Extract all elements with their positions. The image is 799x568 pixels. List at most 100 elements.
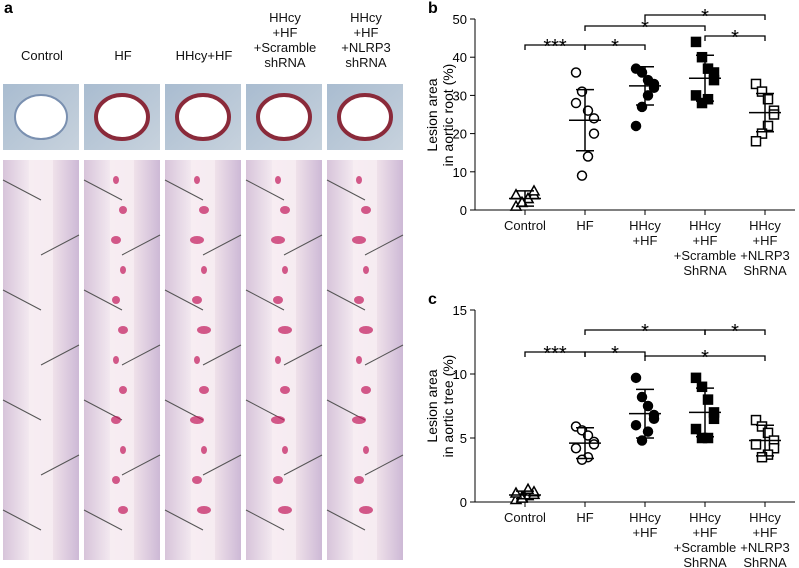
data-point bbox=[576, 170, 588, 181]
significance-bracket bbox=[584, 44, 646, 50]
data-point bbox=[690, 372, 702, 384]
needle bbox=[326, 289, 366, 311]
data-point bbox=[630, 372, 642, 384]
data-point bbox=[630, 120, 642, 132]
lesion bbox=[112, 476, 120, 484]
aortic-root bbox=[256, 93, 312, 141]
lesion bbox=[201, 266, 207, 274]
significance-label: * bbox=[731, 321, 739, 343]
lesion bbox=[359, 506, 373, 514]
data-point bbox=[762, 120, 774, 132]
lesion bbox=[352, 236, 366, 244]
needle bbox=[164, 179, 204, 201]
needle bbox=[283, 234, 323, 256]
needle bbox=[364, 234, 404, 256]
significance-label: * bbox=[641, 17, 649, 39]
significance-label: * bbox=[611, 36, 619, 58]
lesion bbox=[354, 296, 364, 304]
data-point bbox=[756, 451, 768, 463]
significance-bracket bbox=[644, 355, 766, 361]
lesion bbox=[282, 446, 288, 454]
lesion bbox=[113, 356, 119, 364]
x-tick-label: HF bbox=[576, 218, 594, 233]
y-tick-label: 0 bbox=[460, 495, 467, 510]
lesion bbox=[113, 176, 119, 184]
y-tick-label: 5 bbox=[460, 431, 467, 446]
needle bbox=[121, 234, 161, 256]
lesion bbox=[120, 446, 126, 454]
needle bbox=[40, 234, 80, 256]
aortic-root bbox=[337, 93, 393, 141]
needle bbox=[2, 289, 42, 311]
aortic-root bbox=[14, 94, 68, 140]
lesion bbox=[120, 266, 126, 274]
column-label: HHcy +HF +NLRP3 shRNA bbox=[341, 10, 391, 70]
lesion bbox=[278, 506, 292, 514]
lesion bbox=[273, 296, 283, 304]
data-point bbox=[696, 381, 708, 393]
needle bbox=[283, 454, 323, 476]
needle bbox=[326, 179, 366, 201]
x-tick-label: Control bbox=[504, 218, 546, 233]
lesion bbox=[118, 326, 128, 334]
photo-panels bbox=[2, 84, 404, 560]
needle bbox=[2, 399, 42, 421]
needle bbox=[83, 179, 123, 201]
lesion bbox=[119, 386, 127, 394]
needle bbox=[121, 344, 161, 366]
data-point bbox=[702, 394, 714, 405]
data-point bbox=[750, 78, 762, 90]
aortic-root bbox=[175, 93, 231, 141]
needle bbox=[2, 509, 42, 531]
data-point bbox=[648, 413, 660, 425]
x-tick-label: HHcy +HF bbox=[629, 510, 661, 540]
x-tick-label: HHcy +HF +Scramble ShRNA bbox=[673, 218, 737, 278]
significance-label: *** bbox=[543, 36, 567, 58]
lesion bbox=[192, 476, 202, 484]
significance-bracket bbox=[584, 25, 706, 31]
lesion bbox=[197, 506, 211, 514]
data-point bbox=[768, 109, 780, 120]
needle bbox=[245, 179, 285, 201]
needle bbox=[40, 454, 80, 476]
lesion bbox=[111, 236, 121, 244]
needle bbox=[40, 344, 80, 366]
data-point bbox=[762, 93, 774, 105]
lesion bbox=[356, 176, 362, 184]
data-point bbox=[762, 427, 774, 439]
column-label: HF bbox=[114, 48, 132, 63]
y-tick-label: 0 bbox=[460, 203, 467, 218]
lesion bbox=[359, 326, 373, 334]
lesion bbox=[278, 326, 292, 334]
data-point bbox=[690, 90, 702, 101]
lesion bbox=[273, 476, 283, 484]
x-tick-label: HF bbox=[576, 510, 594, 525]
needle bbox=[364, 454, 404, 476]
aortic-root bbox=[94, 93, 150, 141]
lesion bbox=[271, 416, 285, 424]
lesion bbox=[119, 206, 127, 214]
data-point bbox=[582, 151, 594, 162]
column-label: HHcy+HF bbox=[175, 48, 233, 63]
lesion bbox=[363, 266, 369, 274]
lesion bbox=[282, 266, 288, 274]
data-point bbox=[750, 135, 762, 147]
y-axis-label: Lesion area in aortic tree (%) bbox=[424, 354, 456, 458]
data-point bbox=[756, 421, 768, 432]
lesion bbox=[111, 416, 121, 424]
lesion bbox=[199, 386, 209, 394]
significance-label: *** bbox=[543, 343, 567, 365]
y-tick-label: 10 bbox=[453, 165, 467, 180]
y-tick-label: 40 bbox=[453, 50, 467, 65]
data-point bbox=[648, 82, 660, 94]
lesion bbox=[201, 446, 207, 454]
data-point bbox=[696, 432, 708, 444]
y-tick-label: 30 bbox=[453, 88, 467, 103]
needle bbox=[245, 509, 285, 531]
lesion bbox=[280, 386, 290, 394]
needle bbox=[245, 289, 285, 311]
lesion bbox=[194, 176, 200, 184]
column-label: HHcy +HF +Scramble shRNA bbox=[253, 10, 317, 70]
data-point bbox=[630, 419, 642, 431]
